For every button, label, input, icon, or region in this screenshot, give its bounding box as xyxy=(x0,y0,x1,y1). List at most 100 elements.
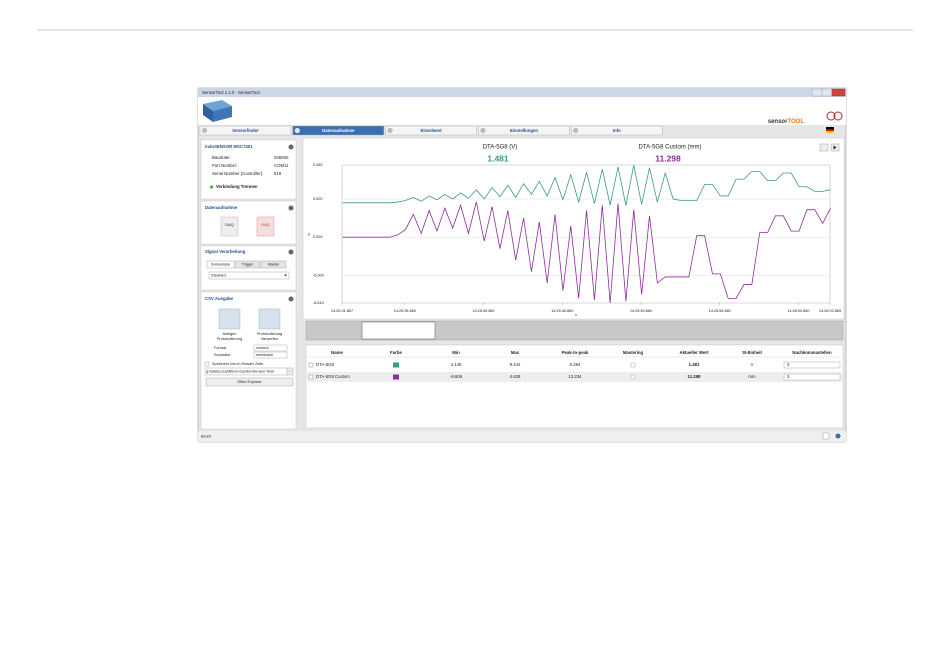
button-label: DAQ xyxy=(225,223,233,227)
mode-select[interactable] xyxy=(208,271,290,280)
table-cell: 3 xyxy=(787,374,790,379)
row-checkbox[interactable] xyxy=(308,374,314,380)
maximize-button[interactable] xyxy=(821,88,833,97)
panel-title: CSV Ausgabe xyxy=(205,296,234,301)
column-header: Name xyxy=(331,350,343,355)
checkbox-label: Speichern Info in Header Zeile xyxy=(212,362,263,366)
daq-stop-button[interactable] xyxy=(256,216,275,237)
collapse-button[interactable] xyxy=(288,296,294,302)
column-header: Nachkommastellen xyxy=(792,350,832,355)
color-swatch xyxy=(393,362,399,368)
logo-part: TOOL xyxy=(787,119,804,125)
button-label: DAQ xyxy=(261,223,269,227)
tab[interactable] xyxy=(478,125,570,136)
tab-label: Sensorfinder xyxy=(232,128,259,133)
close-button[interactable] xyxy=(831,88,846,97)
tab-label: Master xyxy=(268,263,280,267)
discard-log-button[interactable] xyxy=(258,308,281,330)
table-cell: 3 xyxy=(787,362,790,367)
device-icon xyxy=(203,100,232,122)
table-cell: 9.442 xyxy=(510,362,521,367)
x-tick-label: 14:25:40.860 xyxy=(472,309,494,313)
button-label: Protokollierung xyxy=(217,337,242,341)
mastering-checkbox[interactable] xyxy=(630,374,636,380)
info-value: 519 xyxy=(274,171,282,176)
table-cell: 1.481 xyxy=(689,362,700,367)
x-tick-label: 14:25:55.860 xyxy=(709,309,731,313)
y-tick-label: -5.000 xyxy=(313,273,324,277)
tab-label: Einstellungen xyxy=(510,128,539,133)
field-label: Separator xyxy=(214,353,231,357)
y-tick-label: 9.450 xyxy=(313,163,323,167)
tab[interactable] xyxy=(292,125,384,136)
column-header: Farbe xyxy=(390,350,402,355)
tab-label: Subsample xyxy=(211,263,230,267)
x-tick-label: 14:25:31.867 xyxy=(331,309,353,313)
tab-label: Datenaufnahme xyxy=(322,128,355,133)
table-cell: 5.294 xyxy=(570,362,581,367)
tab[interactable] xyxy=(260,260,287,269)
explorer-button[interactable] xyxy=(205,377,294,387)
tab[interactable] xyxy=(571,125,663,136)
table-cell: mm xyxy=(748,374,756,379)
disconnect-link[interactable]: Verbindung Trennen xyxy=(216,184,258,189)
plot-area xyxy=(341,164,831,304)
y-tick-label: -8.610 xyxy=(313,301,324,305)
sensor-panel xyxy=(200,139,297,200)
row-background xyxy=(307,372,842,382)
zoom-button[interactable] xyxy=(819,143,829,152)
tab[interactable] xyxy=(206,260,235,269)
table-cell: 4.149 xyxy=(451,362,462,367)
tab-icon xyxy=(294,127,300,134)
collapse-button[interactable] xyxy=(288,144,294,150)
save-log-button[interactable] xyxy=(218,308,241,330)
panel-title: Datenaufnahme xyxy=(205,205,238,210)
checkbox[interactable] xyxy=(204,361,210,367)
info-label: Serial Number (Controller): xyxy=(212,171,263,176)
tab[interactable] xyxy=(199,125,292,136)
x-tick-label: 14:25:50.860 xyxy=(630,309,652,313)
table-cell: 11.298 xyxy=(688,374,702,379)
column-header: Peak-to-peak xyxy=(562,350,589,355)
current-value: 1.481 xyxy=(487,153,509,163)
status-icon xyxy=(822,432,830,440)
current-value: 11.298 xyxy=(655,153,681,163)
y-tick-label: 0.000 xyxy=(313,235,323,239)
tab-label: Info xyxy=(613,128,621,133)
button-label: Öffne Explorer xyxy=(237,380,262,384)
format-select[interactable] xyxy=(253,344,288,352)
tab-icon xyxy=(387,127,393,134)
overview-selection[interactable] xyxy=(361,321,436,340)
minimize-button[interactable] xyxy=(811,88,823,97)
channel-table xyxy=(305,344,844,429)
status-text: Bereit xyxy=(201,435,212,439)
x-tick-label: 14:26:00.860 xyxy=(787,309,809,313)
info-label: Port Number: xyxy=(212,163,238,168)
x-axis-label: x xyxy=(575,313,577,317)
tab[interactable] xyxy=(385,125,477,136)
column-header: Mastering xyxy=(623,350,644,355)
decimals-input[interactable] xyxy=(783,361,841,369)
tab-icon xyxy=(201,127,208,134)
tab-label: Einzelwert xyxy=(420,128,442,133)
acquisition-panel xyxy=(200,200,297,245)
browse-button[interactable] xyxy=(286,367,294,376)
window-title: SensorTool 1.1.0 - SensorTool xyxy=(202,90,260,95)
language-flag[interactable] xyxy=(826,127,834,133)
tab[interactable] xyxy=(234,260,261,269)
collapse-button[interactable] xyxy=(288,249,294,255)
separator-select[interactable] xyxy=(253,351,288,359)
column-header: Max xyxy=(511,350,520,355)
app-logo: sensorTOOL xyxy=(768,119,805,125)
decimals-input[interactable] xyxy=(783,373,841,381)
daq-start-button[interactable] xyxy=(220,216,239,237)
y-tick-label: 5.000 xyxy=(313,197,323,201)
row-checkbox[interactable] xyxy=(308,362,314,368)
table-cell: 4.628 xyxy=(510,374,521,379)
y-axis-label: y xyxy=(308,232,310,236)
collapse-button[interactable] xyxy=(288,205,294,211)
tab-label: Trigger xyxy=(242,263,255,267)
overview-strip xyxy=(305,320,844,341)
csv-panel xyxy=(200,291,297,430)
mastering-checkbox[interactable] xyxy=(630,362,636,368)
